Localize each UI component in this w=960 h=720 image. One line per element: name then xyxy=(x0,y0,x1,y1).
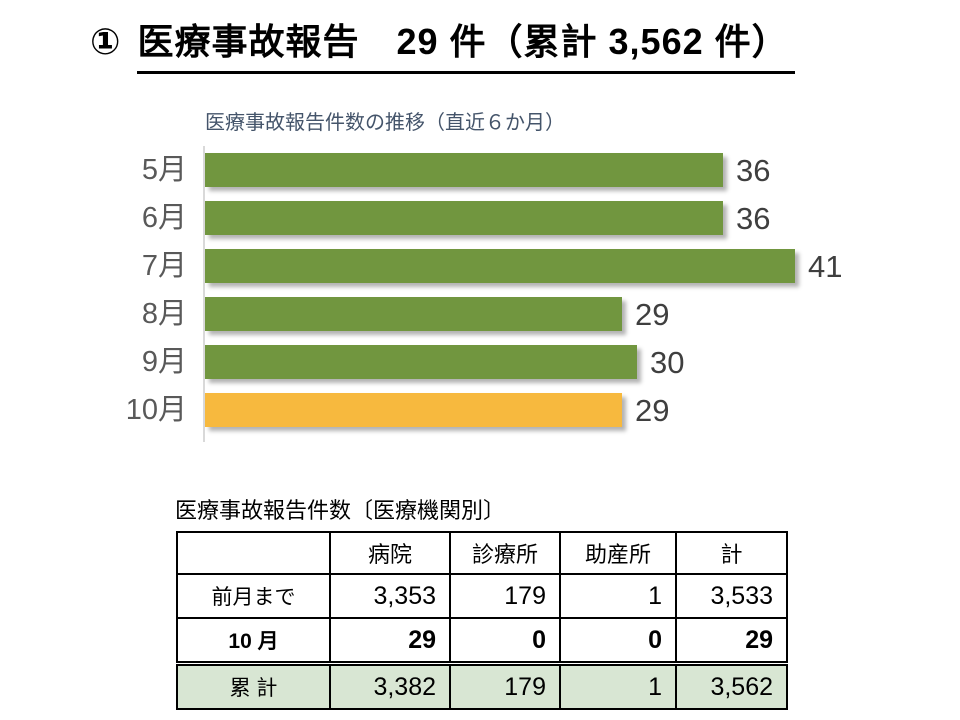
bar-rect xyxy=(205,297,622,331)
value-cell: 3,382 xyxy=(329,661,451,710)
table-row: 累 計 3,382 179 1 3,562 xyxy=(176,661,788,710)
bar-category-label: 7月 xyxy=(141,249,187,282)
bar-rect xyxy=(205,345,637,379)
table-row: 前月まで 3,353 179 1 3,533 xyxy=(176,573,788,619)
bar-rect xyxy=(205,393,622,427)
bar-chart-rows: 5月 36 6月 36 7月 41 8月 29 9月 30 10月 29 xyxy=(0,146,960,434)
bar-category-label: 8月 xyxy=(141,297,187,330)
page-title-row: ① 医療事故報告 29 件（累計 3,562 件） xyxy=(90,13,795,74)
report-table: 病院 診療所 助産所計 前月まで 3,353 179 1 3,533 10 月 29 0 0 29 累 … xyxy=(176,531,788,710)
bar-value-label: 30 xyxy=(650,344,685,380)
value-cell: 0 xyxy=(559,617,677,665)
row-label-cell: 前月まで xyxy=(176,573,331,619)
bar-rect xyxy=(205,201,723,235)
table-row: 10 月 29 0 0 29 xyxy=(176,617,788,665)
chart-title: 医療事故報告件数の推移（直近６か月） xyxy=(205,112,565,134)
bar-row: 9月 30 xyxy=(0,338,960,386)
bar-value-label: 36 xyxy=(736,200,771,236)
bar-row: 6月 36 xyxy=(0,194,960,242)
table-header-row: 病院 診療所 助産所計 xyxy=(176,531,788,575)
value-cell: 3,533 xyxy=(675,573,788,619)
table-title: 医療事故報告件数〔医療機関別〕 xyxy=(175,498,506,523)
y-axis-line xyxy=(203,146,205,442)
table-header-cell xyxy=(176,531,331,575)
table-body: 前月まで 3,353 179 1 3,533 10 月 29 0 0 29 累 計 3,382 179 1… xyxy=(176,573,788,710)
value-cell: 3,562 xyxy=(675,661,788,710)
row-label-cell: 10 月 xyxy=(176,617,331,665)
bar-value-label: 29 xyxy=(635,392,670,428)
bar-value-label: 41 xyxy=(808,248,843,284)
bar-rect xyxy=(205,249,795,283)
value-cell: 29 xyxy=(675,617,788,665)
bar-row: 5月 36 xyxy=(0,146,960,194)
value-cell: 1 xyxy=(559,573,677,619)
bar-row: 8月 29 xyxy=(0,290,960,338)
table-header-cell: 診療所 xyxy=(449,531,561,575)
bar-category-label: 5月 xyxy=(141,153,187,186)
value-cell: 0 xyxy=(449,617,561,665)
value-cell: 1 xyxy=(559,661,677,710)
bar-row: 7月 41 xyxy=(0,242,960,290)
table-header-cell: 病院 xyxy=(329,531,451,575)
row-label-cell: 累 計 xyxy=(176,661,331,710)
bar-value-label: 36 xyxy=(736,152,771,188)
bar-value-label: 29 xyxy=(635,296,670,332)
value-cell: 179 xyxy=(449,573,561,619)
value-cell: 3,353 xyxy=(329,573,451,619)
bar-category-label: 6月 xyxy=(141,201,187,234)
bar-category-label: 9月 xyxy=(141,345,187,378)
bar-rect xyxy=(205,153,723,187)
table-header-cell: 助産所 xyxy=(559,531,677,575)
bar-category-label: 10月 xyxy=(125,393,187,426)
value-cell: 179 xyxy=(449,661,561,710)
bar-row: 10月 29 xyxy=(0,386,960,434)
page-title: 医療事故報告 29 件（累計 3,562 件） xyxy=(137,13,795,74)
value-cell: 29 xyxy=(329,617,451,665)
title-circled-number: ① xyxy=(90,21,122,62)
table-header-cell: 計 xyxy=(675,531,788,575)
